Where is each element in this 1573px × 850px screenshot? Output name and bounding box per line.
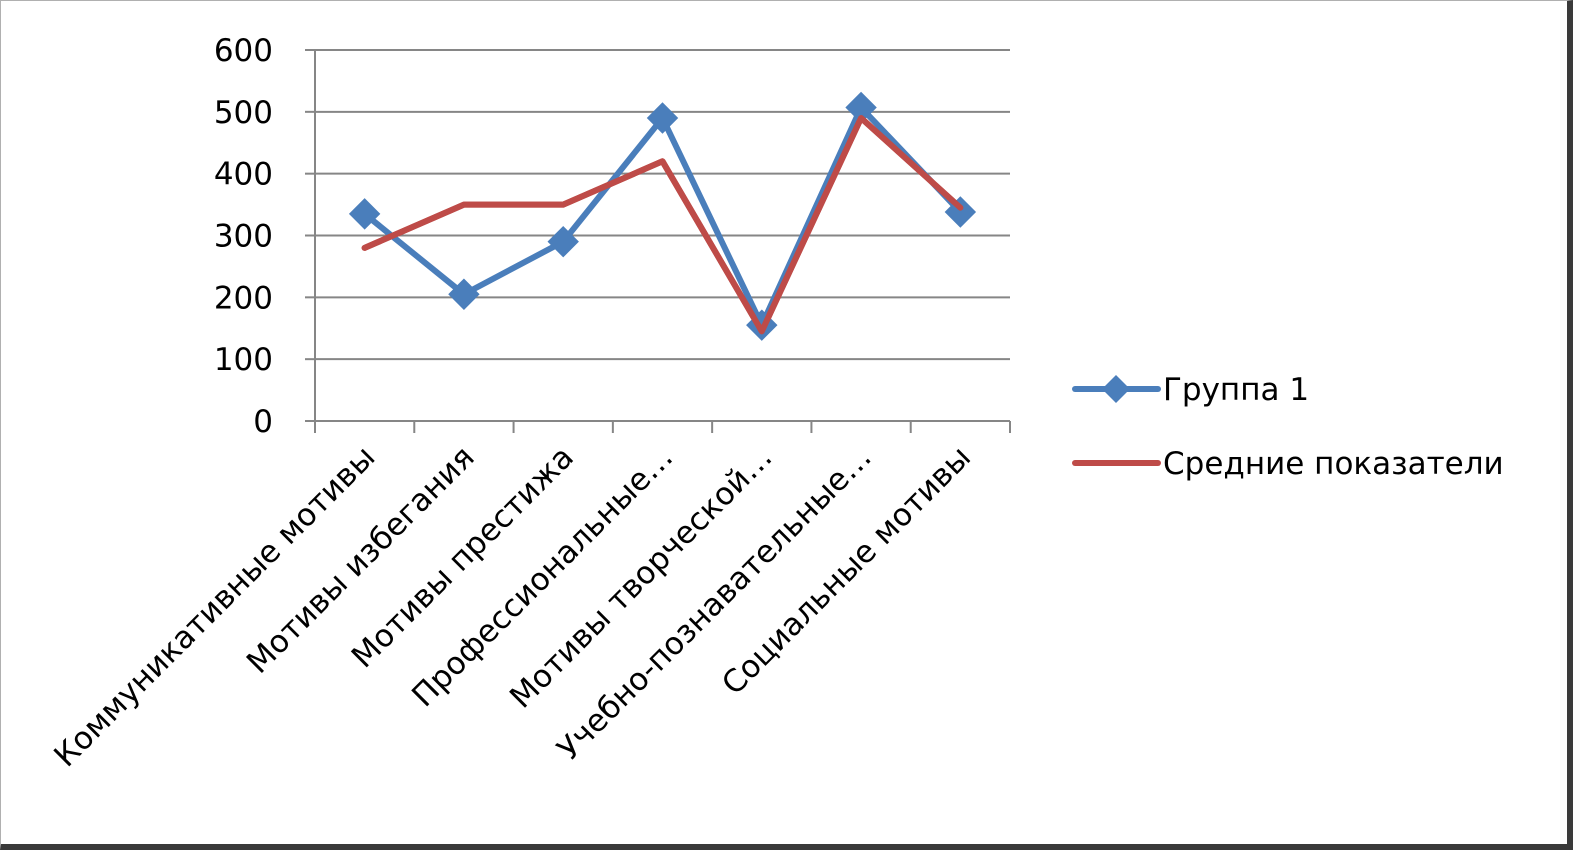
y-tick-label: 500: [214, 95, 273, 131]
y-tick-label: 0: [253, 404, 273, 440]
gridlines: [315, 49, 1010, 361]
axes: [305, 49, 1011, 433]
y-tick-label: 400: [214, 157, 273, 193]
legend: Группа 1 Средние показатели: [1072, 372, 1504, 482]
y-tick-label: 100: [214, 342, 273, 378]
y-tick-label: 300: [214, 219, 273, 255]
legend-label: Средние показатели: [1163, 446, 1504, 482]
data-point-marker: [646, 102, 679, 134]
y-tick-label: 200: [214, 280, 273, 316]
series-markers: [348, 91, 977, 341]
y-tick-label: 600: [214, 33, 273, 69]
legend-swatch-marker: [1102, 375, 1130, 403]
legend-label: Группа 1: [1163, 372, 1309, 408]
series-line-overlay: [361, 115, 964, 335]
data-point-marker: [448, 278, 480, 310]
data-point-marker: [547, 225, 579, 258]
y-tick-labels: 0 100 200 300 400 500 600: [214, 33, 273, 440]
data-point-marker: [348, 198, 381, 230]
